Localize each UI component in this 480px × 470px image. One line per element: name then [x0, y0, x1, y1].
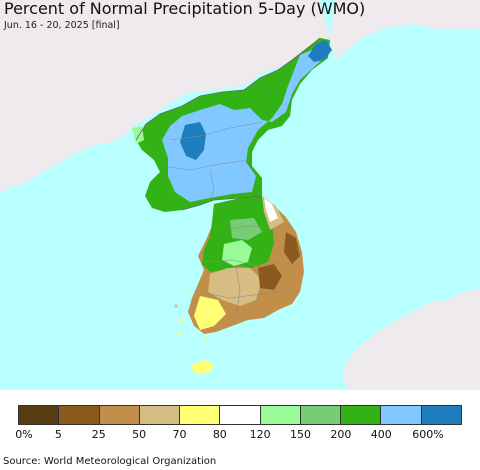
legend-tick-label: 0% [15, 428, 33, 441]
legend-tick-label: 120 [249, 428, 271, 441]
legend-swatch [341, 406, 382, 424]
map-title: Percent of Normal Precipitation 5-Day (W… [4, 0, 366, 18]
china-land [0, 0, 330, 192]
southwest-islands [174, 290, 208, 342]
jeju-island [190, 360, 214, 374]
island [178, 332, 182, 336]
south-korea-200-patch [230, 218, 262, 240]
russia-land [330, 0, 480, 60]
province-border-3 [209, 169, 215, 201]
south-korea-80-east [264, 198, 278, 222]
korea-china-border [135, 37, 321, 141]
shandong-peninsula [0, 102, 60, 142]
legend-swatch [421, 406, 461, 424]
legend-swatch [59, 406, 100, 424]
legend-tick-label: 150 [290, 428, 312, 441]
island [204, 338, 208, 342]
legend-swatch [381, 406, 422, 424]
legend-color-bar [18, 405, 462, 425]
legend-swatch [260, 406, 301, 424]
map-canvas [0, 0, 480, 390]
legend-tick-label: 600% [412, 428, 444, 441]
legend-tick-label: 5 [54, 428, 62, 441]
legend-tick-label: 400 [370, 428, 392, 441]
province-border-7 [199, 289, 291, 299]
south-korea-5-east [284, 232, 300, 264]
legend-tick-label: 50 [132, 428, 147, 441]
legend-swatch [300, 406, 342, 424]
legend-tick-label: 70 [172, 428, 187, 441]
legend-swatch [19, 406, 60, 424]
legend: 0% 5 25 50 70 80 120 150 200 400 600% Source: Worl… [0, 390, 480, 470]
precipitation-map: Percent of Normal Precipitation 5-Day (W… [0, 0, 480, 390]
south-korea-70-southwest [194, 296, 226, 330]
province-border-6 [235, 265, 241, 319]
legend-swatch [180, 406, 221, 424]
north-korea-600-core [180, 122, 206, 160]
north-korea-400-band [162, 48, 324, 202]
province-border-1 [169, 121, 263, 141]
province-border-4 [219, 225, 271, 231]
province-border-2 [161, 159, 251, 171]
south-korea-5-patch [258, 264, 282, 290]
legend-swatch [220, 406, 261, 424]
province-borders [161, 121, 291, 319]
legend-swatch [99, 406, 140, 424]
north-korea-150-strip [132, 126, 144, 144]
north-east-600-core [308, 40, 332, 62]
legend-tick-label: 25 [91, 428, 106, 441]
source-credit: Source: World Meteorological Organizatio… [3, 456, 217, 467]
south-korea-150-patch [222, 240, 252, 266]
legend-swatch [139, 406, 181, 424]
legend-tick-label: 200 [330, 428, 352, 441]
japan-land [342, 288, 480, 390]
dmz-border [181, 195, 263, 211]
japan-island-west [392, 356, 428, 386]
province-border-5 [205, 259, 285, 267]
legend-tick-label: 80 [212, 428, 227, 441]
island [174, 304, 178, 308]
island [184, 290, 188, 294]
map-subtitle: Jun. 16 - 20, 2025 [final] [4, 20, 120, 31]
island [180, 318, 184, 322]
